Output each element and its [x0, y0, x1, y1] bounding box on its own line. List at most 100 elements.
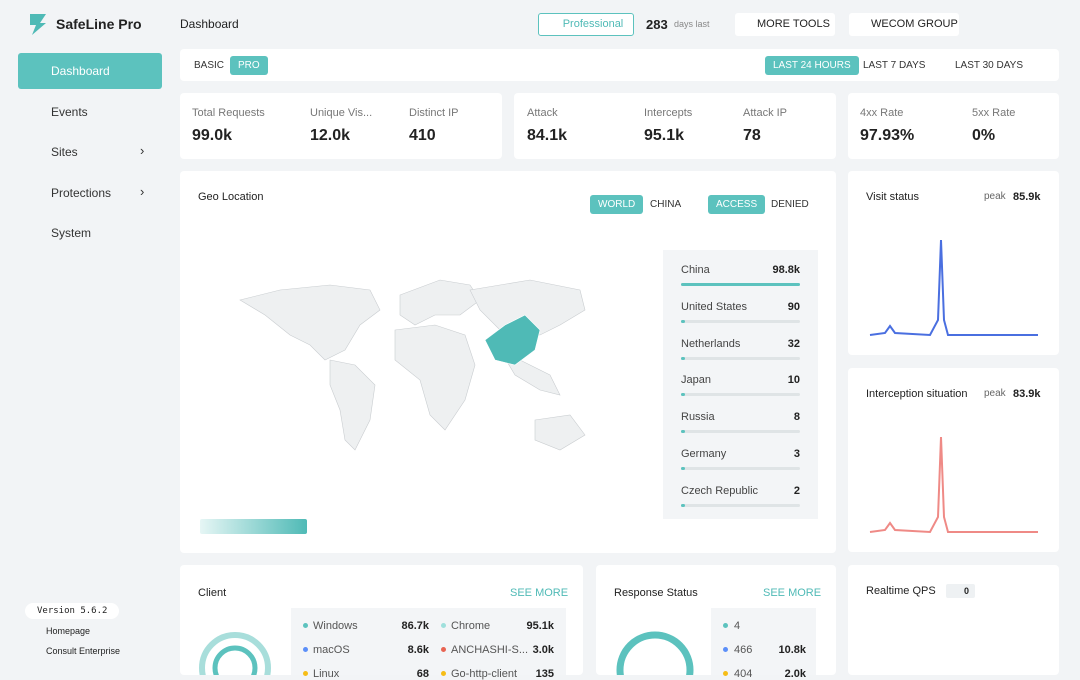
stat-label: Total Requests	[192, 107, 265, 119]
edition-badge: Professional	[538, 13, 634, 36]
china-region	[484, 314, 541, 366]
tab[interactable]: DENIED	[771, 199, 809, 210]
card-title: Response Status	[614, 587, 698, 599]
mode-chip[interactable]: BASIC	[194, 60, 225, 71]
page-title: Dashboard	[180, 17, 239, 31]
stat-label: Distinct IP	[409, 107, 459, 119]
country-bar	[681, 467, 800, 470]
country-bar	[681, 503, 800, 507]
card-title: Client	[198, 587, 227, 599]
dot	[723, 671, 728, 676]
peak-value: 85.9k	[1013, 191, 1041, 203]
country-bar-fill	[681, 393, 685, 397]
days-label: days last	[674, 19, 710, 29]
active-menu-bg	[18, 53, 162, 89]
stat-value: 78	[743, 127, 761, 144]
link[interactable]: Homepage	[46, 626, 91, 636]
tab[interactable]: WORLD	[590, 195, 644, 214]
dot	[723, 647, 728, 652]
days: 283	[646, 17, 668, 32]
country-bar	[681, 393, 800, 397]
stat-label: 5xx Rate	[972, 107, 1016, 119]
dot	[441, 623, 446, 628]
menu-item[interactable]: Dashboard	[51, 64, 110, 78]
world-map	[239, 279, 586, 451]
visit-card	[848, 171, 1059, 355]
client-os: Linux	[313, 668, 340, 680]
country-name: Russia	[681, 411, 715, 424]
peak-value: 83.9k	[1013, 388, 1041, 400]
interception-line	[869, 436, 1038, 534]
response-ring	[616, 631, 694, 675]
menu-item[interactable]: Sites	[51, 145, 78, 159]
tool-button[interactable]: WECOM GROUP	[849, 13, 959, 36]
chevron: ›	[140, 184, 145, 199]
country-name: Czech Republic	[681, 484, 759, 497]
chevron: ›	[140, 143, 145, 158]
stat-value: 0%	[972, 127, 996, 144]
country-name: Germany	[681, 448, 727, 460]
client-os-value: 86.7k	[401, 620, 429, 632]
card-title: Geo Location	[198, 191, 264, 203]
client-ring	[212, 645, 258, 675]
menu-item[interactable]: System	[51, 226, 92, 240]
range-chip[interactable]: LAST 7 DAYS	[863, 60, 926, 71]
dot	[723, 623, 728, 628]
country-bar-fill	[681, 467, 685, 470]
status-code: 466	[734, 644, 753, 656]
country-bar-fill	[681, 356, 685, 360]
client-os-value: 8.6k	[407, 644, 429, 656]
status-value: 2.0k	[784, 668, 806, 680]
tool-button[interactable]: MORE TOOLS	[735, 13, 835, 36]
stat-value: 84.1k	[527, 127, 568, 144]
stat-label: Intercepts	[644, 107, 693, 119]
stat-value: 95.1k	[644, 127, 685, 144]
country-bar	[681, 319, 800, 323]
country-value: 10	[787, 374, 800, 387]
link[interactable]: Consult Enterprise	[46, 646, 121, 656]
peak-label: peak	[984, 388, 1006, 399]
country-bar-fill	[681, 503, 685, 507]
qps-card	[848, 565, 1059, 675]
interception-card	[848, 368, 1059, 552]
filter-card	[180, 49, 1059, 81]
stat-card	[180, 93, 502, 159]
menu-item[interactable]: Protections	[51, 186, 112, 200]
status-code: 4	[734, 620, 741, 632]
range-chip[interactable]: LAST 24 HOURS	[765, 56, 859, 75]
card-title: Visit status	[866, 191, 919, 203]
mode-chip[interactable]: PRO	[230, 56, 268, 75]
country-name: Netherlands	[681, 337, 741, 350]
response-list-bg	[711, 608, 816, 675]
visit-line	[869, 239, 1038, 337]
geo-list-bg	[663, 250, 818, 519]
client-agent: ANCHASHI-S...	[451, 644, 529, 656]
see-more[interactable]: SEE MORE	[763, 587, 822, 599]
peak-label: peak	[984, 191, 1006, 202]
stat-label: Unique Vis...	[310, 107, 373, 119]
dot	[303, 671, 308, 676]
see-more[interactable]: SEE MORE	[510, 587, 569, 599]
tab[interactable]: ACCESS	[708, 195, 766, 214]
card-title: Interception situation	[866, 388, 968, 400]
country-bar-fill	[681, 319, 685, 323]
country-value: 8	[793, 411, 800, 424]
client-os: macOS	[313, 644, 350, 656]
tab[interactable]: CHINA	[650, 199, 682, 210]
dot	[303, 623, 308, 628]
map-legend	[200, 519, 307, 534]
menu-item[interactable]: Events	[51, 105, 88, 119]
country-value: 32	[787, 337, 800, 350]
stat-value: 410	[409, 127, 436, 144]
country-bar	[681, 356, 800, 360]
range-chip[interactable]: LAST 30 DAYS	[955, 60, 1023, 71]
client-agent-value: 3.0k	[532, 644, 554, 656]
country-value: 98.8k	[772, 264, 800, 276]
dot	[441, 647, 446, 652]
logo	[30, 14, 46, 35]
client-ring	[199, 632, 271, 675]
country-value: 90	[787, 300, 800, 313]
stat-label: 4xx Rate	[860, 107, 904, 119]
